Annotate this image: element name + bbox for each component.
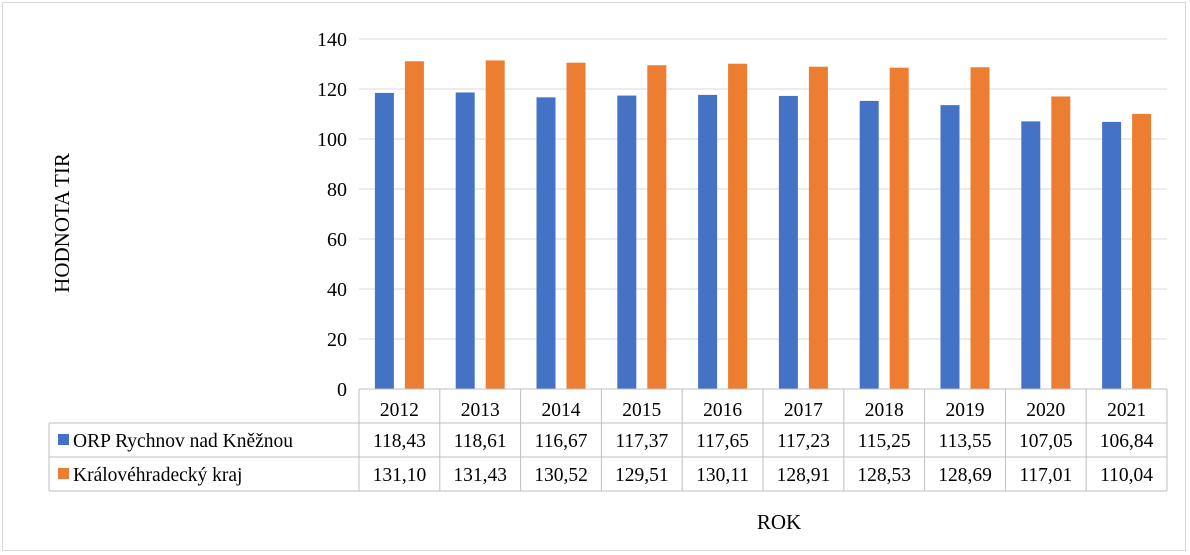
y-tick-label: 60 xyxy=(327,229,347,251)
y-tick-label: 100 xyxy=(317,129,347,151)
bar-kraj-2015 xyxy=(647,65,667,389)
y-axis-ticks: 0 20 40 60 80 100 120 140 xyxy=(317,29,347,401)
legend-key xyxy=(58,468,69,479)
bar-kraj-2021 xyxy=(1132,113,1152,390)
data-label: 107,05 xyxy=(1019,431,1073,452)
bar-orp-2013 xyxy=(455,92,475,389)
data-label: 115,25 xyxy=(858,431,911,452)
bar-orp-2019 xyxy=(940,105,960,389)
data-label: 131,10 xyxy=(373,465,427,486)
x-tick-label: 2014 xyxy=(542,400,581,421)
data-label: 131,43 xyxy=(453,465,507,486)
bar-kraj-2020 xyxy=(1051,96,1071,389)
data-label: 117,65 xyxy=(696,431,749,452)
bar-orp-2015 xyxy=(617,95,637,389)
y-tick-label: 20 xyxy=(327,329,347,351)
y-tick-label: 140 xyxy=(317,29,347,51)
data-label: 128,69 xyxy=(938,465,992,486)
bar-orp-2021 xyxy=(1102,121,1122,390)
data-label: 113,55 xyxy=(939,431,992,452)
x-tick-label: 2019 xyxy=(946,400,985,421)
legend-label: Královéhradecký kraj xyxy=(73,465,242,486)
data-label: 110,04 xyxy=(1100,465,1153,486)
bar-kraj-2014 xyxy=(566,62,586,389)
bar-orp-2017 xyxy=(778,95,798,390)
bar-kraj-2016 xyxy=(728,63,748,389)
bar-orp-2012 xyxy=(374,92,394,390)
bar-kraj-2012 xyxy=(404,61,424,389)
data-table: 2012 2013 2014 2015 2016 2017 2018 2019 2020 2021… xyxy=(48,388,1168,492)
x-tick-label: 2017 xyxy=(784,400,823,421)
data-label: 117,23 xyxy=(777,431,830,452)
x-axis-title: ROK xyxy=(757,510,801,534)
data-label: 116,67 xyxy=(535,431,588,452)
legend-label: ORP Rychnov nad Kněžnou xyxy=(73,431,293,452)
y-axis-title: HODNOTA TIR xyxy=(50,153,74,293)
data-label: 128,91 xyxy=(777,465,831,486)
x-tick-label: 2020 xyxy=(1026,400,1065,421)
bar-orp-2020 xyxy=(1021,121,1041,389)
data-label: 117,01 xyxy=(1019,465,1072,486)
legend-key xyxy=(58,434,69,445)
data-label: 130,11 xyxy=(696,465,749,486)
y-tick-label: 0 xyxy=(337,379,347,401)
bar-kraj-2013 xyxy=(485,60,505,390)
data-label: 128,53 xyxy=(857,465,911,486)
x-tick-label: 2013 xyxy=(461,400,500,421)
y-tick-label: 120 xyxy=(317,79,347,101)
gridlines xyxy=(359,38,1167,340)
data-label: 130,52 xyxy=(534,465,588,486)
x-tick-label: 2012 xyxy=(380,400,419,421)
bar-kraj-2019 xyxy=(970,67,990,390)
data-label: 106,84 xyxy=(1100,431,1154,452)
x-tick-label: 2018 xyxy=(865,400,904,421)
y-tick-label: 40 xyxy=(327,279,347,301)
bars xyxy=(374,60,1152,390)
data-label: 118,61 xyxy=(454,431,507,452)
data-label: 117,37 xyxy=(615,431,668,452)
y-tick-label: 80 xyxy=(327,179,347,201)
bar-orp-2014 xyxy=(536,97,556,389)
x-tick-label: 2016 xyxy=(703,400,742,421)
bar-kraj-2017 xyxy=(808,66,828,389)
bar-orp-2016 xyxy=(698,94,718,389)
data-label: 129,51 xyxy=(615,465,669,486)
x-tick-label: 2021 xyxy=(1107,400,1146,421)
bar-kraj-2018 xyxy=(889,67,909,390)
bar-orp-2018 xyxy=(859,100,879,389)
x-tick-label: 2015 xyxy=(622,400,661,421)
data-label: 118,43 xyxy=(373,431,426,452)
